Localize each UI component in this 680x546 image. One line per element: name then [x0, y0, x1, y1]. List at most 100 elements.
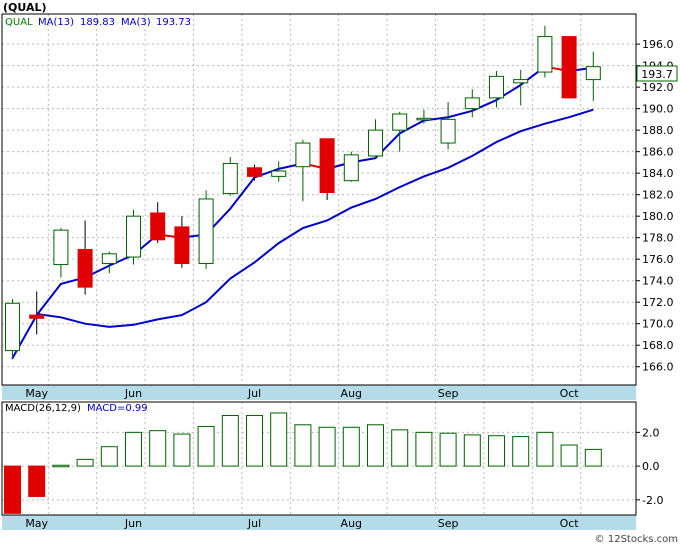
last-price-box-frame: [636, 65, 678, 82]
candle: [585, 51, 601, 102]
candle-body: [271, 170, 287, 177]
macd-bar: [584, 448, 602, 467]
legend-ma13-value: 189.83: [80, 17, 115, 28]
candle-body: [343, 154, 359, 182]
macd-bar: [318, 426, 336, 467]
candle-body: [464, 97, 480, 110]
watermark: © 12Stocks.com: [595, 534, 678, 545]
candle: [513, 69, 529, 106]
ma3-segment: [398, 119, 425, 135]
macd-bar: [536, 431, 554, 467]
candle: [101, 251, 117, 274]
candle-body: [537, 36, 553, 73]
macd-series: [4, 412, 602, 514]
macd-bar: [342, 426, 360, 467]
y-tick-label: 180.0: [642, 210, 674, 223]
candle-body: [489, 75, 504, 99]
x-tick-label: May: [25, 387, 48, 400]
candle-body: [247, 167, 262, 177]
macd-bar: [100, 446, 118, 467]
macd-bar: [439, 432, 457, 467]
macd-bar: [463, 434, 481, 467]
macd-bar: [28, 465, 46, 497]
candle-body: [77, 249, 93, 288]
candle-body: [295, 142, 311, 168]
ma13-line: [36, 108, 594, 328]
legend-symbol: QUAL: [5, 17, 33, 28]
candle: [271, 161, 287, 182]
price-legend: QUAL MA(13) 189.83 MA(3) 193.73: [5, 17, 191, 28]
y-tick-label: 168.0: [642, 339, 674, 352]
x-tick-label: Jul: [247, 387, 261, 400]
candle: [368, 119, 383, 159]
candle-body: [5, 302, 20, 352]
candle: [561, 36, 577, 99]
macd-x-tick-label: Sep: [438, 517, 459, 530]
y-tick-label: 196.0: [642, 38, 674, 51]
candle-body: [101, 253, 117, 264]
legend-ma3-label: MA(3): [121, 17, 151, 28]
y-tick-label: 178.0: [642, 232, 674, 245]
candle-body: [561, 36, 577, 99]
macd-x-axis-band: [2, 515, 636, 530]
macd-tick-label: 0.0: [642, 460, 660, 473]
x-axis-band: [2, 385, 636, 400]
candle-body: [319, 138, 335, 194]
candle: [295, 139, 311, 202]
ma3-segment: [447, 109, 474, 119]
candle-body: [29, 314, 45, 319]
candle: [126, 209, 141, 265]
last-price-box: 193.7: [636, 65, 678, 82]
y-tick-label: 170.0: [642, 318, 674, 331]
ma3-series: [11, 65, 595, 360]
axis-labels: 166.0 168.0 170.0 172.0 174.0 176.0 178.0 180.0…: [25, 38, 673, 530]
candle: [77, 220, 93, 295]
macd-bar: [270, 412, 288, 467]
candle: [416, 109, 432, 124]
y-tick-label: 192.0: [642, 81, 674, 94]
y-tick-label: 174.0: [642, 275, 674, 288]
macd-legend-label: MACD(26,12,9): [5, 403, 81, 414]
macd-bar: [76, 458, 94, 467]
macd-bar: [221, 414, 239, 467]
candle-body: [222, 162, 238, 195]
candle: [5, 298, 20, 360]
candle-body: [440, 118, 456, 144]
candle-body: [126, 215, 141, 258]
macd-bar: [415, 431, 433, 467]
ma3-segment: [229, 176, 256, 210]
macd-x-tick-label: Oct: [560, 517, 580, 530]
candle-body: [585, 66, 601, 81]
macd-x-tick-label: Jul: [247, 517, 261, 530]
y-tick-label: 188.0: [642, 124, 674, 137]
y-tick-label: 182.0: [642, 189, 674, 202]
macd-bar: [125, 431, 142, 467]
y-tick-label: 186.0: [642, 146, 674, 159]
chart-title: (QUAL): [3, 1, 47, 14]
x-tick-label: Aug: [341, 387, 362, 400]
macd-panel-frame: [1, 401, 637, 516]
macd-x-tick-label: Jun: [124, 517, 142, 530]
candle-body: [198, 198, 214, 264]
candle: [150, 202, 166, 244]
candle: [489, 70, 504, 108]
macd-bar: [149, 430, 167, 467]
last-price-label: 193.7: [641, 68, 673, 81]
candle: [537, 25, 553, 78]
ma3-segment: [35, 282, 62, 317]
y-tick-label: 184.0: [642, 167, 674, 180]
macd-bar: [4, 465, 21, 514]
macd-legend: MACD(26,12,9) MACD=0.99: [5, 403, 148, 414]
candle: [222, 157, 238, 196]
macd-bar: [246, 414, 263, 467]
macd-bar: [173, 433, 191, 467]
candle: [53, 227, 69, 278]
macd-bar: [197, 425, 215, 467]
candle: [392, 111, 408, 152]
macd-bar: [560, 444, 578, 467]
y-tick-label: 176.0: [642, 253, 674, 266]
x-tick-label: Oct: [560, 387, 580, 400]
candle-body: [392, 113, 408, 131]
